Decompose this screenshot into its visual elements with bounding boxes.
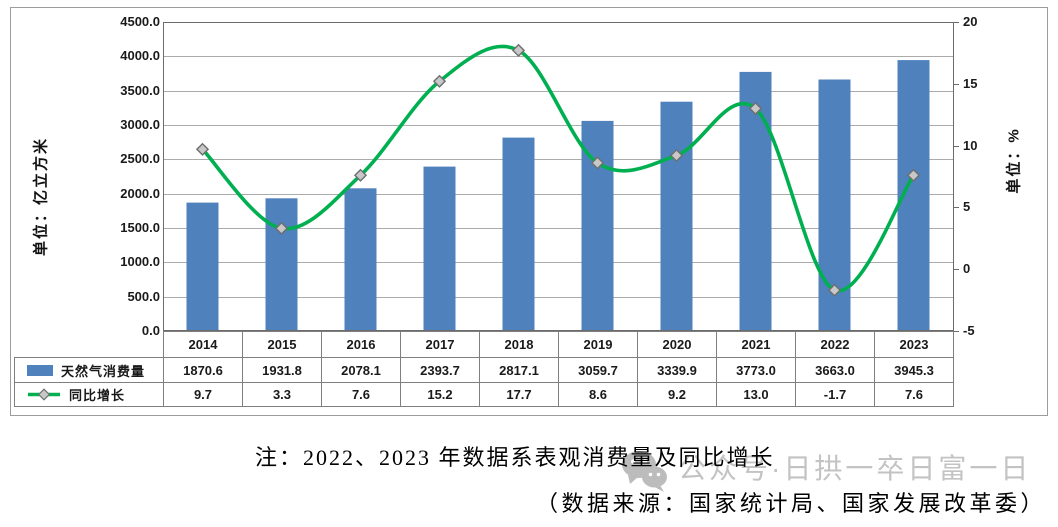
growth-cell-2015: 3.3: [242, 382, 322, 407]
bar-2019: [581, 120, 614, 332]
wechat-icon: [622, 451, 667, 492]
growth-cell-2018: 17.7: [479, 382, 559, 407]
line-marker-2015: [274, 221, 289, 235]
y-axis-tick-label: 3500.0: [120, 82, 160, 98]
growth-cell-2022: -1.7: [795, 382, 875, 407]
year-cell-2018: 2018: [479, 331, 559, 358]
year-cell-2017: 2017: [400, 331, 480, 358]
line-marker-2014: [195, 142, 210, 156]
consumption-cell-2020: 3339.9: [637, 357, 717, 383]
legend-label-growth: 同比增长: [69, 388, 126, 403]
line-marker-2019: [590, 156, 605, 170]
growth-row: 同比增长 9.7 3.3 7.6 15.2 17.7 8.6 9.2 13.0 -1.7 7.6: [14, 382, 954, 407]
year-cell-2020: 2020: [637, 331, 717, 358]
right-axis-tick-label: -5: [963, 323, 975, 338]
y-axis-tick-label: 1500.0: [120, 220, 160, 235]
consumption-cell-2022: 3663.0: [795, 357, 875, 383]
y-axis-tick-label: 2000.0: [120, 185, 160, 201]
right-axis-tick-mark: [953, 84, 959, 85]
line-marker-2017: [432, 74, 447, 88]
growth-cell-2021: 13.0: [716, 382, 796, 407]
consumption-cell-2017: 2393.7: [400, 357, 480, 383]
bar-legend-swatch-icon: [27, 364, 53, 376]
year-cell-2023: 2023: [874, 331, 954, 358]
growth-cell-2017: 15.2: [400, 382, 480, 407]
line-marker-2018: [511, 43, 526, 57]
table-corner-cell: [15, 332, 164, 358]
right-axis-tick-label: 15: [963, 75, 978, 91]
right-axis-tick-mark: [953, 331, 959, 332]
year-cell-2015: 2015: [242, 331, 322, 358]
y-axis-tick-label: 1000.0: [120, 254, 160, 270]
line-marker-2022: [827, 283, 842, 297]
line-marker-2023: [906, 168, 921, 182]
year-cell-2014: 2014: [163, 331, 243, 358]
right-axis-tick-mark: [953, 269, 959, 270]
y-axis-tick-label: 500.0: [127, 288, 160, 304]
bar-2018: [502, 137, 535, 331]
right-axis-tick-label: 0: [963, 261, 971, 277]
y-axis-tick-label: 3000.0: [120, 117, 160, 132]
data-table: 2014 2015 2016 2017 2018 2019 2020 2021 2022 2023…: [14, 331, 954, 407]
line-marker-2021: [748, 101, 763, 116]
right-axis-title: 单位：%: [1005, 127, 1023, 194]
year-cell-2021: 2021: [716, 331, 796, 358]
consumption-cell-2014: 1870.6: [163, 357, 243, 383]
right-axis-tick-mark: [953, 207, 959, 208]
line-marker-2016: [353, 168, 368, 182]
growth-cell-2020: 9.2: [637, 382, 717, 407]
growth-cell-2014: 9.7: [163, 382, 243, 407]
consumption-cell-2018: 2817.1: [479, 357, 559, 383]
watermark-text: 公众号·日拱一卒日富一日: [678, 453, 1032, 484]
footnote-line2: （数据来源：国家统计局、国家发展改革委）: [536, 491, 1047, 516]
line-legend-swatch-icon: [28, 388, 60, 401]
bar-2016: [344, 188, 377, 331]
y-axis-tick-label: 2500.0: [120, 151, 160, 167]
legend-label-consumption: 天然气消费量: [61, 363, 146, 379]
consumption-row: 天然气消费量 1870.6 1931.8 2078.1 2393.7 2817.1 305…: [14, 357, 954, 383]
consumption-cell-2019: 3059.7: [558, 357, 638, 383]
years-row: 2014 2015 2016 2017 2018 2019 2020 2021 2022 2023: [15, 331, 954, 358]
growth-cell-2016: 7.6: [321, 382, 401, 407]
consumption-cell-2016: 2078.1: [321, 357, 401, 383]
consumption-cell-2023: 3945.3: [874, 357, 954, 383]
y-axis-tick-label: 0.0: [141, 323, 160, 338]
growth-line: [200, 44, 916, 293]
line-marker-2020: [669, 148, 684, 163]
right-axis-tick-mark: [953, 22, 959, 23]
right-axis-tick-label: 20: [963, 14, 978, 29]
year-cell-2016: 2016: [321, 331, 401, 358]
legend-cell-consumption: 天然气消费量: [14, 357, 164, 383]
bar-2014: [186, 202, 219, 331]
growth-cell-2019: 8.6: [558, 382, 638, 407]
plot-area: [163, 22, 954, 332]
right-axis-tick-mark: [953, 146, 959, 147]
bar-2020: [660, 101, 693, 331]
year-cell-2022: 2022: [795, 331, 875, 358]
bar-2017: [423, 166, 456, 331]
consumption-cell-2015: 1931.8: [242, 357, 322, 383]
plot-border: [163, 22, 954, 331]
y-axis-tick-label: 4500.0: [120, 14, 160, 29]
footnote-line1: 注：2022、2023 年数据系表观消费量及同比增长: [255, 445, 775, 470]
year-cell-2019: 2019: [558, 331, 638, 358]
legend-cell-growth: 同比增长: [14, 382, 164, 407]
growth-cell-2023: 7.6: [874, 382, 954, 407]
right-axis-tick-label: 5: [963, 199, 971, 215]
left-axis-title: 单位：亿立方米: [32, 137, 50, 257]
bar-2015: [265, 198, 298, 331]
watermark: 公众号·日拱一卒日富一日: [620, 449, 1031, 493]
consumption-cell-2021: 3773.0: [716, 357, 796, 383]
y-axis-tick-label: 4000.0: [120, 48, 160, 64]
right-axis-tick-label: 10: [963, 137, 978, 153]
